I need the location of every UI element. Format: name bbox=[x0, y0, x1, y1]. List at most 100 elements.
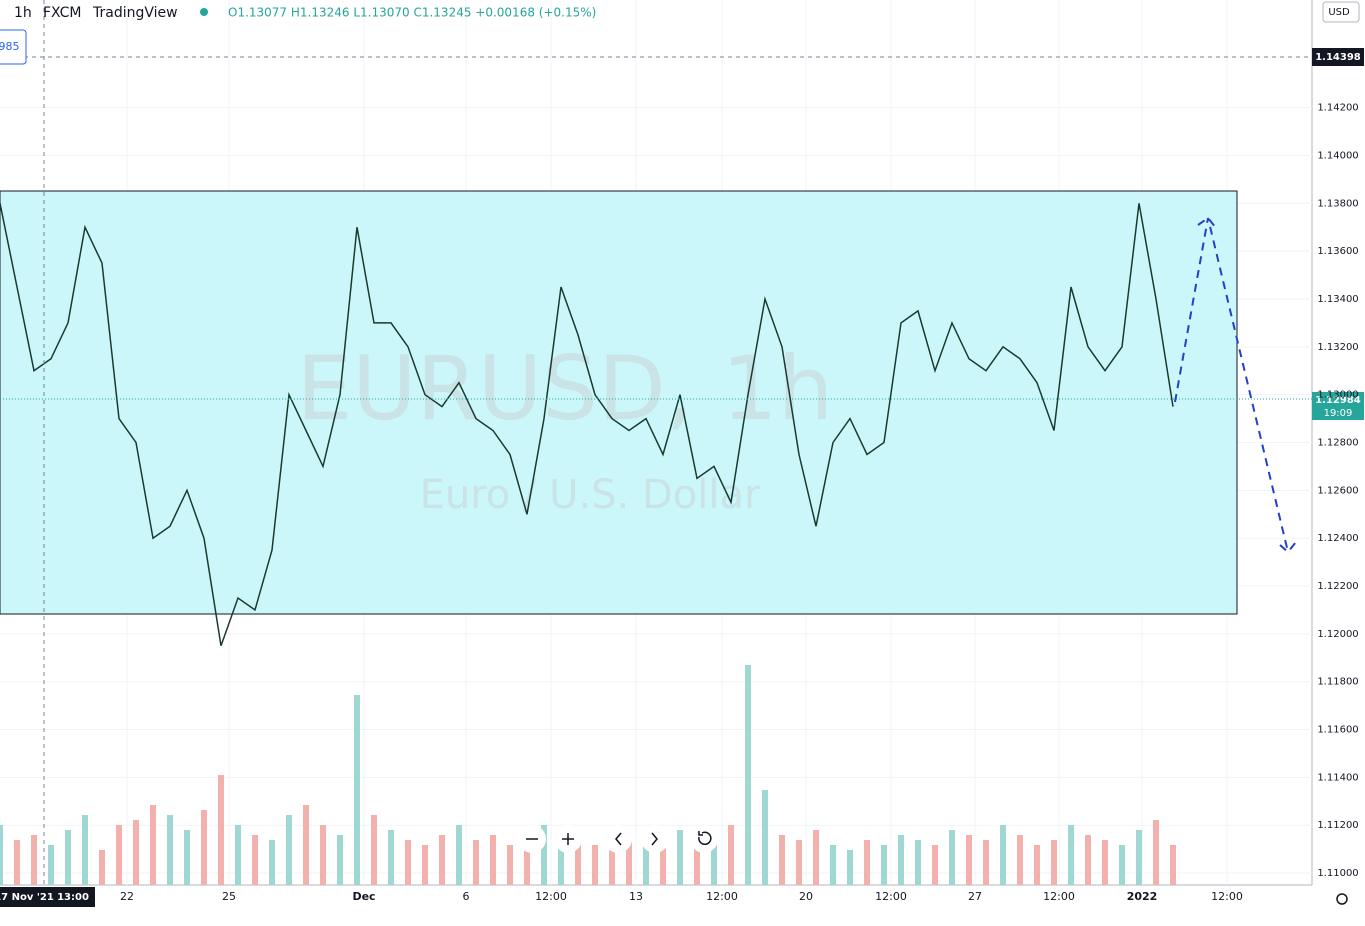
volume-bar bbox=[558, 835, 564, 885]
volume-bar bbox=[541, 825, 547, 885]
volume-bar bbox=[711, 845, 717, 885]
volume-bar bbox=[728, 825, 734, 885]
settings[interactable] bbox=[1336, 893, 1348, 905]
y-tick-label: 1.13200 bbox=[1317, 342, 1358, 353]
x-tick-label: 27 bbox=[968, 890, 982, 903]
volume-bar bbox=[779, 835, 785, 885]
volume-bar bbox=[184, 830, 190, 885]
projection-arrow[interactable] bbox=[1174, 216, 1297, 554]
cursor-time-box bbox=[0, 887, 95, 907]
volume-bar bbox=[949, 830, 955, 885]
exchange: FXCM bbox=[43, 5, 81, 21]
x-tick-label: 6 bbox=[463, 890, 470, 903]
volume-bar bbox=[881, 845, 887, 885]
source: TradingView bbox=[92, 5, 178, 21]
crosshair-price: 1.14398 bbox=[1315, 52, 1361, 63]
price-axis-bg bbox=[1312, 0, 1365, 922]
y-tick-label: 1.11200 bbox=[1317, 820, 1358, 831]
volume-bar bbox=[796, 840, 802, 885]
x-tick-label: 13 bbox=[629, 890, 643, 903]
volume-bar bbox=[915, 840, 921, 885]
watermark-symbol: EURUSD, 1h bbox=[297, 337, 834, 440]
badge: 985 bbox=[0, 40, 20, 53]
volume-bar bbox=[320, 825, 326, 885]
volume-bar bbox=[524, 830, 530, 885]
x-tick-label: 2022 bbox=[1127, 890, 1158, 903]
volume-bar bbox=[864, 840, 870, 885]
volume-bar bbox=[1136, 830, 1142, 885]
y-tick-label: 1.13400 bbox=[1317, 294, 1358, 305]
x-tick-label: 12:00 bbox=[1211, 890, 1243, 903]
countdown: 19:09 bbox=[1324, 408, 1353, 419]
y-tick-label: 1.12600 bbox=[1317, 485, 1358, 496]
reset[interactable] bbox=[690, 825, 718, 853]
volume-bar bbox=[235, 825, 241, 885]
volume-bar bbox=[1119, 845, 1125, 885]
y-tick-label: 1.11000 bbox=[1317, 868, 1358, 879]
volume-bar bbox=[1017, 835, 1023, 885]
last-price-box bbox=[1312, 392, 1364, 420]
volume-bar bbox=[847, 850, 853, 885]
cursor-date: 17 Nov '21 bbox=[0, 892, 54, 903]
volume-bar bbox=[813, 830, 819, 885]
volume-bar bbox=[269, 840, 275, 885]
zoom-controls bbox=[518, 825, 718, 853]
volume-bar bbox=[167, 815, 173, 885]
volume-bar bbox=[473, 840, 479, 885]
x-tick-label: 20 bbox=[799, 890, 813, 903]
scroll-right[interactable] bbox=[641, 825, 669, 853]
scroll-left[interactable] bbox=[604, 825, 632, 853]
watermark-name: Euro / U.S. Dollar bbox=[420, 472, 761, 518]
crosshair-price-box bbox=[1312, 48, 1364, 66]
y-tick-label: 1.13800 bbox=[1317, 198, 1358, 209]
x-tick-label: 12:00 bbox=[1043, 890, 1075, 903]
volume-bar bbox=[133, 820, 139, 885]
volume-bar bbox=[694, 840, 700, 885]
volume-bar bbox=[983, 840, 989, 885]
y-tick-label: 1.14200 bbox=[1317, 103, 1358, 114]
volume-bar bbox=[1051, 840, 1057, 885]
y-tick-label: 1.13000 bbox=[1317, 390, 1358, 401]
y-tick-label: 1.11400 bbox=[1317, 772, 1358, 783]
volume-bar bbox=[575, 840, 581, 885]
x-tick-label: 22 bbox=[120, 890, 134, 903]
volume-bar bbox=[762, 790, 768, 885]
volume-bar bbox=[1170, 845, 1176, 885]
badge-box[interactable] bbox=[0, 29, 27, 65]
volume-bar bbox=[252, 835, 258, 885]
volume-bar bbox=[677, 830, 683, 885]
x-tick-label: 12:00 bbox=[875, 890, 907, 903]
volume-bar bbox=[354, 695, 360, 885]
volume-bar bbox=[745, 665, 751, 885]
y-tick-label: 1.12000 bbox=[1317, 629, 1358, 640]
volume-bar bbox=[286, 815, 292, 885]
volume-bar bbox=[116, 825, 122, 885]
interval[interactable]: 1h bbox=[14, 5, 32, 21]
y-tick-label: 1.12200 bbox=[1317, 581, 1358, 592]
volume-bar bbox=[626, 840, 632, 885]
volume-bar bbox=[337, 835, 343, 885]
x-tick-label: Dec bbox=[352, 890, 375, 903]
cursor-time: 13:00 bbox=[57, 892, 89, 903]
volume-bar bbox=[150, 805, 156, 885]
x-tick-label: 12:00 bbox=[706, 890, 738, 903]
volume-bar bbox=[0, 825, 3, 885]
volume-bar bbox=[1085, 835, 1091, 885]
status-dot bbox=[200, 8, 208, 16]
volume-bar bbox=[1000, 825, 1006, 885]
range-rectangle[interactable] bbox=[0, 190, 1238, 615]
volume-bar bbox=[898, 835, 904, 885]
volume-bar bbox=[456, 825, 462, 885]
y-tick-label: 1.11600 bbox=[1317, 725, 1358, 736]
y-tick-label: 1.14000 bbox=[1317, 150, 1358, 161]
volume-bar bbox=[592, 845, 598, 885]
ohlc: O1.13077 H1.13246 L1.13070 C1.13245 +0.0… bbox=[228, 6, 596, 20]
y-tick-label: 1.12800 bbox=[1317, 438, 1358, 449]
currency-button[interactable] bbox=[1322, 1, 1360, 23]
volume-bar bbox=[490, 835, 496, 885]
last-price: 1.12984 bbox=[1315, 395, 1361, 406]
currency[interactable]: USD bbox=[1328, 7, 1350, 18]
volume-bar bbox=[1153, 820, 1159, 885]
